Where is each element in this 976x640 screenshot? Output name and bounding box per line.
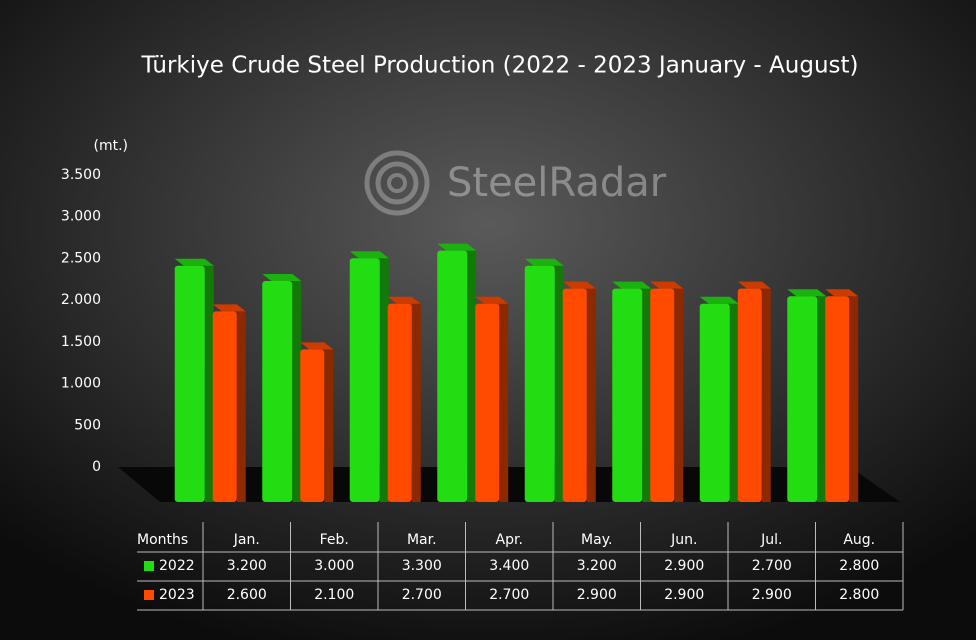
bar [475, 303, 500, 502]
bar [787, 296, 818, 502]
table-value: 2.900 [664, 587, 704, 603]
bar-top [262, 274, 302, 281]
table-value: 3.200 [577, 558, 617, 574]
legend-swatch [144, 561, 154, 571]
bar-side [236, 304, 246, 502]
bar-top [524, 258, 564, 266]
bar [212, 311, 237, 502]
y-tick-label: 2.500 [61, 250, 101, 266]
table-value: 3.000 [314, 558, 354, 574]
y-tick-label: 1.000 [61, 376, 101, 392]
bar-side [292, 274, 302, 502]
bar-top [174, 258, 214, 266]
bar [650, 288, 675, 502]
table-value: 2.100 [314, 587, 354, 603]
bar-top [437, 243, 477, 251]
bar-side [467, 243, 477, 502]
bar [737, 288, 762, 502]
x-category-label: Mar. [407, 532, 437, 548]
legend-swatch [144, 590, 154, 600]
bar-top [387, 296, 421, 304]
bar [387, 303, 412, 502]
bar [612, 288, 643, 502]
y-tick-label: 500 [74, 417, 101, 433]
table-value: 2.800 [839, 558, 879, 574]
bar [699, 303, 730, 502]
x-category-label: Jun. [670, 532, 697, 548]
bar-side [499, 296, 509, 502]
y-tick-label: 2.000 [61, 292, 101, 308]
row-header: Months [137, 532, 188, 548]
bar-top [612, 281, 652, 289]
bar-top [825, 289, 859, 297]
table-value: 2.700 [752, 558, 792, 574]
table-value: 2.600 [227, 587, 267, 603]
table-value: 3.200 [227, 558, 267, 574]
bar-side [642, 281, 652, 502]
legend-label: 2023 [159, 587, 195, 603]
table-value: 2.800 [839, 587, 879, 603]
bar [349, 258, 380, 502]
x-category-label: Feb. [320, 532, 349, 548]
table-value: 3.400 [489, 558, 529, 574]
watermark-logo [364, 150, 430, 216]
bar [262, 281, 293, 502]
bar-top [650, 281, 684, 289]
x-category-label: Apr. [496, 532, 523, 548]
bar-top [562, 281, 596, 289]
bar-side [849, 289, 859, 502]
bar [437, 250, 468, 502]
legend-label: 2022 [159, 558, 195, 574]
bar-top [300, 342, 334, 350]
table-value: 2.700 [489, 587, 529, 603]
bar-top [212, 304, 246, 312]
y-tick-label: 3.000 [61, 209, 101, 225]
bar-side [204, 258, 214, 502]
y-tick-label: 0 [92, 459, 101, 475]
bar-side [411, 296, 421, 502]
bar-side [761, 281, 771, 502]
y-tick-label: 1.500 [61, 334, 101, 350]
table-value: 2.900 [752, 587, 792, 603]
watermark: SteelRadar [447, 160, 667, 206]
bar-top [699, 296, 739, 304]
bar-top [349, 251, 389, 259]
bar [562, 288, 587, 502]
bar-side [729, 296, 739, 502]
bar [524, 265, 555, 502]
bar [300, 349, 325, 502]
unit-label: (mt.) [93, 138, 128, 154]
bar [174, 265, 205, 502]
bar-side [586, 281, 596, 502]
bar [825, 296, 850, 502]
bar-side [554, 258, 564, 502]
x-category-label: Aug. [843, 532, 875, 548]
bar-side [324, 342, 334, 502]
x-category-label: May. [581, 532, 612, 548]
bar-top [787, 289, 827, 297]
table-value: 2.700 [402, 587, 442, 603]
y-tick-label: 3.500 [61, 167, 101, 183]
bar-side [817, 289, 827, 502]
chart-title: Türkiye Crude Steel Production (2022 - 2… [140, 53, 858, 79]
bar-side [674, 281, 684, 502]
x-category-label: Jul. [760, 532, 782, 548]
table-value: 2.900 [577, 587, 617, 603]
bar-top [475, 296, 509, 304]
x-category-label: Jan. [233, 532, 260, 548]
bar-top [737, 281, 771, 289]
table-value: 2.900 [664, 558, 704, 574]
table-value: 3.300 [402, 558, 442, 574]
bar-side [379, 251, 389, 502]
